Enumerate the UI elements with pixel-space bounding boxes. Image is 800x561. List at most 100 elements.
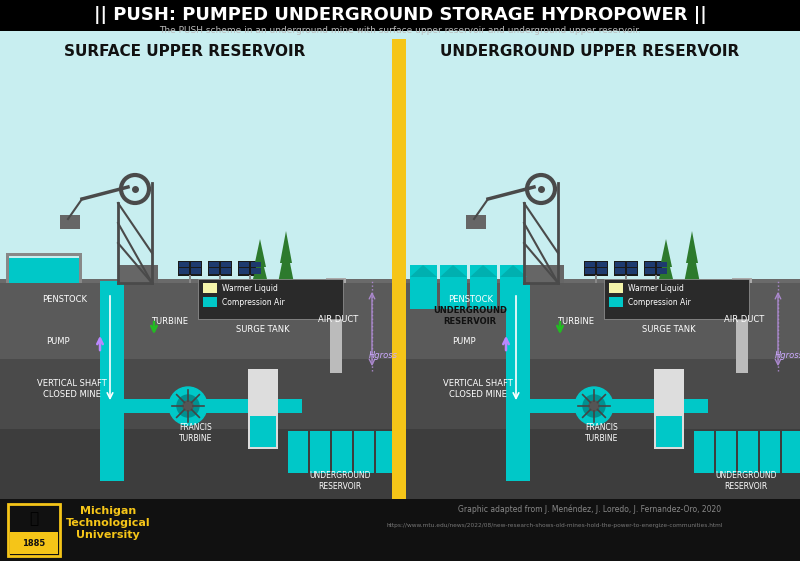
Bar — [0, 279, 800, 283]
Bar — [221, 268, 231, 274]
Bar — [6, 253, 82, 256]
Bar — [376, 441, 396, 473]
Bar — [239, 268, 249, 274]
Bar — [8, 504, 60, 556]
Bar — [6, 255, 9, 283]
Bar — [645, 268, 655, 274]
Polygon shape — [684, 243, 700, 283]
Text: Hgross: Hgross — [774, 352, 800, 361]
Bar — [238, 261, 262, 276]
Bar — [209, 262, 219, 267]
Bar — [500, 277, 527, 309]
Bar — [506, 281, 530, 481]
Polygon shape — [440, 265, 467, 277]
Bar — [250, 392, 276, 416]
Text: 1885: 1885 — [22, 539, 46, 548]
Polygon shape — [376, 431, 396, 441]
Circle shape — [177, 395, 199, 417]
Bar — [584, 261, 608, 276]
Polygon shape — [660, 239, 672, 267]
Bar — [614, 261, 638, 276]
Bar — [354, 441, 374, 473]
Bar — [392, 39, 406, 499]
Text: PENSTOCK: PENSTOCK — [42, 295, 87, 304]
Text: Warmer Liquid: Warmer Liquid — [628, 283, 684, 292]
Text: UNDERGROUND
RESERVOIR: UNDERGROUND RESERVOIR — [715, 471, 777, 491]
Text: SURGE TANK: SURGE TANK — [236, 324, 290, 333]
Bar — [249, 275, 251, 283]
Bar — [10, 532, 58, 554]
Polygon shape — [470, 265, 497, 277]
Text: Warmer Liquid: Warmer Liquid — [222, 283, 278, 292]
Bar — [118, 265, 158, 283]
Polygon shape — [694, 431, 714, 441]
Polygon shape — [254, 239, 266, 267]
Text: PENSTOCK: PENSTOCK — [449, 295, 494, 304]
Polygon shape — [782, 431, 800, 441]
Bar — [122, 399, 302, 413]
Bar — [597, 268, 607, 274]
Bar — [248, 369, 278, 449]
Text: SURGE TANK: SURGE TANK — [642, 324, 696, 333]
Bar — [604, 279, 749, 319]
Bar — [609, 283, 623, 293]
Bar — [203, 297, 217, 307]
Bar — [209, 268, 219, 274]
Polygon shape — [738, 431, 758, 441]
Bar — [0, 499, 800, 561]
Bar — [332, 441, 352, 473]
Polygon shape — [332, 431, 352, 441]
Text: The PUSH scheme in an underground mine with surface upper reservoir and undergro: The PUSH scheme in an underground mine w… — [159, 25, 641, 34]
Text: FRANCIS
TURBINE: FRANCIS TURBINE — [179, 424, 213, 443]
Bar — [310, 441, 330, 473]
Bar — [60, 215, 80, 229]
Bar — [657, 262, 667, 267]
Text: SURFACE UPPER RESERVOIR: SURFACE UPPER RESERVOIR — [64, 44, 306, 58]
Polygon shape — [252, 251, 268, 283]
Bar — [326, 278, 346, 283]
Bar — [509, 281, 523, 406]
Polygon shape — [658, 251, 674, 283]
Bar — [644, 261, 668, 276]
Text: PUMP: PUMP — [452, 337, 476, 346]
Bar — [654, 369, 684, 449]
Bar — [716, 441, 736, 473]
Polygon shape — [440, 265, 467, 277]
Bar — [627, 268, 637, 274]
Bar — [221, 262, 231, 267]
Bar — [198, 279, 343, 319]
Text: Hgross: Hgross — [369, 352, 398, 361]
Bar — [191, 268, 201, 274]
Bar — [250, 392, 276, 447]
Text: University: University — [76, 530, 140, 540]
Bar — [625, 275, 627, 283]
Text: https://www.mtu.edu/news/2022/08/new-research-shows-old-mines-hold-the-power-to-: https://www.mtu.edu/news/2022/08/new-res… — [386, 522, 723, 527]
Bar — [179, 262, 189, 267]
Polygon shape — [354, 431, 374, 441]
Bar — [8, 258, 81, 283]
Text: VERTICAL SHAFT
CLOSED MINE: VERTICAL SHAFT CLOSED MINE — [443, 379, 513, 399]
Polygon shape — [288, 431, 308, 441]
Bar — [410, 277, 437, 309]
Text: TURBINE: TURBINE — [151, 316, 189, 325]
Bar — [251, 268, 261, 274]
Polygon shape — [686, 231, 698, 263]
Text: Graphic adapted from J. Menéndez, J. Loredo, J. Fernandez-Oro, 2020: Graphic adapted from J. Menéndez, J. Lor… — [458, 504, 722, 514]
Polygon shape — [716, 431, 736, 441]
Polygon shape — [410, 265, 437, 277]
Text: Compression Air: Compression Air — [628, 297, 690, 306]
Bar — [100, 281, 124, 481]
Bar — [656, 392, 682, 447]
Bar — [251, 262, 261, 267]
Bar — [597, 262, 607, 267]
Bar — [524, 265, 564, 283]
Bar — [219, 275, 221, 283]
Bar — [694, 441, 714, 473]
Bar — [79, 255, 82, 283]
Bar — [0, 31, 800, 281]
Bar — [732, 278, 752, 283]
Bar — [191, 262, 201, 267]
Bar — [0, 279, 800, 361]
Bar — [189, 275, 191, 283]
Text: UNDERGROUND
RESERVOIR: UNDERGROUND RESERVOIR — [433, 306, 507, 326]
